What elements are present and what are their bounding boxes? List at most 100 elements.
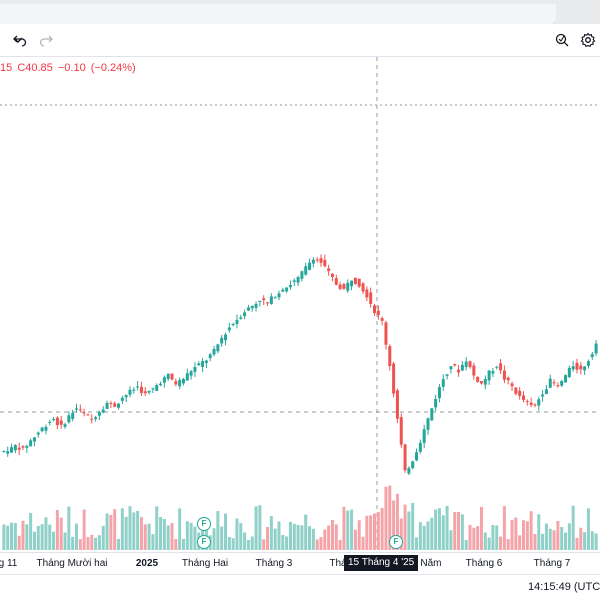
- candle-body: [464, 361, 468, 367]
- undo-icon[interactable]: [10, 30, 30, 50]
- volume-bar: [392, 500, 396, 550]
- volume-bar: [128, 506, 132, 550]
- candle-body: [231, 323, 235, 326]
- candle-body: [311, 259, 315, 264]
- candle-body: [411, 461, 415, 469]
- volume-bar: [334, 524, 338, 550]
- candle-body: [124, 395, 128, 398]
- volume-bar: [36, 525, 40, 550]
- candle-body: [491, 371, 495, 374]
- candle-body: [338, 284, 342, 289]
- volume-bar: [216, 511, 220, 550]
- crosshair-date-label: 15 Tháng 4 '25: [344, 555, 419, 571]
- candle-body: [468, 361, 472, 368]
- candle-body: [193, 367, 197, 372]
- volume-bar: [67, 506, 71, 550]
- candle-body: [2, 451, 6, 453]
- candle-body: [453, 364, 457, 366]
- volume-bar: [552, 530, 556, 550]
- volume-bar: [269, 516, 273, 550]
- status-bar: 14:15:49 (UTC+: [0, 574, 600, 601]
- candle-body: [117, 403, 121, 408]
- volume-bar: [533, 533, 537, 550]
- time-axis[interactable]: g 11 Tháng Mười hai 2025 Tháng Hai Tháng…: [0, 552, 600, 575]
- volume-bar: [32, 531, 36, 550]
- candle-body: [75, 408, 78, 410]
- volume-bar: [502, 506, 506, 550]
- volume-bar: [181, 538, 185, 550]
- candle-body: [544, 389, 548, 395]
- candle-body: [269, 296, 273, 304]
- candle-body: [220, 337, 224, 344]
- volume-bar: [388, 485, 392, 550]
- volume-bar: [319, 537, 323, 550]
- candle-body: [55, 417, 59, 426]
- candle-body: [590, 354, 594, 358]
- volume-bar: [434, 509, 438, 550]
- volume-bar: [29, 512, 33, 550]
- candle-body: [44, 426, 48, 431]
- chart-toolbar: [0, 24, 600, 57]
- candle-body: [457, 369, 461, 373]
- settings-icon[interactable]: [578, 30, 598, 50]
- legend-change: −0.10: [57, 62, 86, 74]
- candle-body: [445, 374, 449, 376]
- candle-body: [208, 354, 212, 359]
- candle-body: [541, 394, 545, 397]
- time-axis-label: Tháng Hai: [181, 558, 229, 569]
- event-marker[interactable]: F: [389, 535, 403, 549]
- candle-body: [506, 377, 510, 381]
- candle-body: [376, 310, 380, 315]
- volume-bar: [522, 520, 525, 550]
- volume-bar: [350, 509, 354, 550]
- candle-body: [139, 386, 143, 393]
- volume-bar: [514, 517, 518, 550]
- volume-bar: [464, 539, 468, 550]
- candle-body: [78, 409, 82, 411]
- volume-bar: [422, 525, 426, 550]
- candle-body: [128, 389, 132, 395]
- volume-bar: [44, 517, 48, 550]
- ohlc-legend: 15 C40.85 −0.10 (−0.24%): [0, 62, 138, 74]
- candle-body: [277, 293, 281, 298]
- volume-bar: [136, 510, 140, 550]
- screenshot-icon[interactable]: [552, 30, 572, 50]
- redo-icon[interactable]: [36, 30, 56, 50]
- volume-bar: [231, 538, 235, 550]
- candle-body: [243, 312, 247, 317]
- volume-bar: [411, 502, 415, 550]
- volume-bar: [403, 504, 407, 550]
- candle-body: [17, 447, 21, 450]
- volume-bar: [499, 536, 503, 550]
- browser-tab[interactable]: [0, 4, 556, 25]
- candle-body: [250, 305, 254, 309]
- volume-bar: [590, 531, 594, 550]
- volume-bar: [281, 534, 285, 550]
- candle-body: [25, 445, 29, 448]
- candle-body: [147, 390, 151, 393]
- candle-body: [315, 259, 319, 261]
- candle-body: [224, 334, 227, 341]
- candle-body: [109, 402, 113, 404]
- candle-body: [132, 389, 136, 391]
- candle-body: [227, 327, 231, 331]
- volume-bar: [59, 517, 63, 550]
- price-chart[interactable]: [0, 57, 600, 574]
- candle-body: [437, 387, 441, 399]
- candle-body: [29, 440, 33, 447]
- candle-body: [239, 317, 243, 319]
- candle-body: [392, 363, 396, 394]
- time-axis-label: 2025: [135, 558, 159, 569]
- volume-bar: [117, 538, 121, 550]
- event-marker[interactable]: F: [197, 517, 211, 531]
- candle-body: [273, 297, 277, 299]
- candle-body: [548, 378, 552, 388]
- volume-bar: [147, 523, 151, 550]
- volume-bar: [132, 512, 136, 550]
- event-marker[interactable]: F: [197, 535, 211, 549]
- volume-bar: [491, 524, 495, 550]
- volume-bar: [124, 516, 128, 550]
- clock-readout[interactable]: 14:15:49 (UTC+: [528, 581, 600, 593]
- volume-bar: [266, 527, 270, 550]
- time-axis-label: Tháng 6: [465, 558, 503, 569]
